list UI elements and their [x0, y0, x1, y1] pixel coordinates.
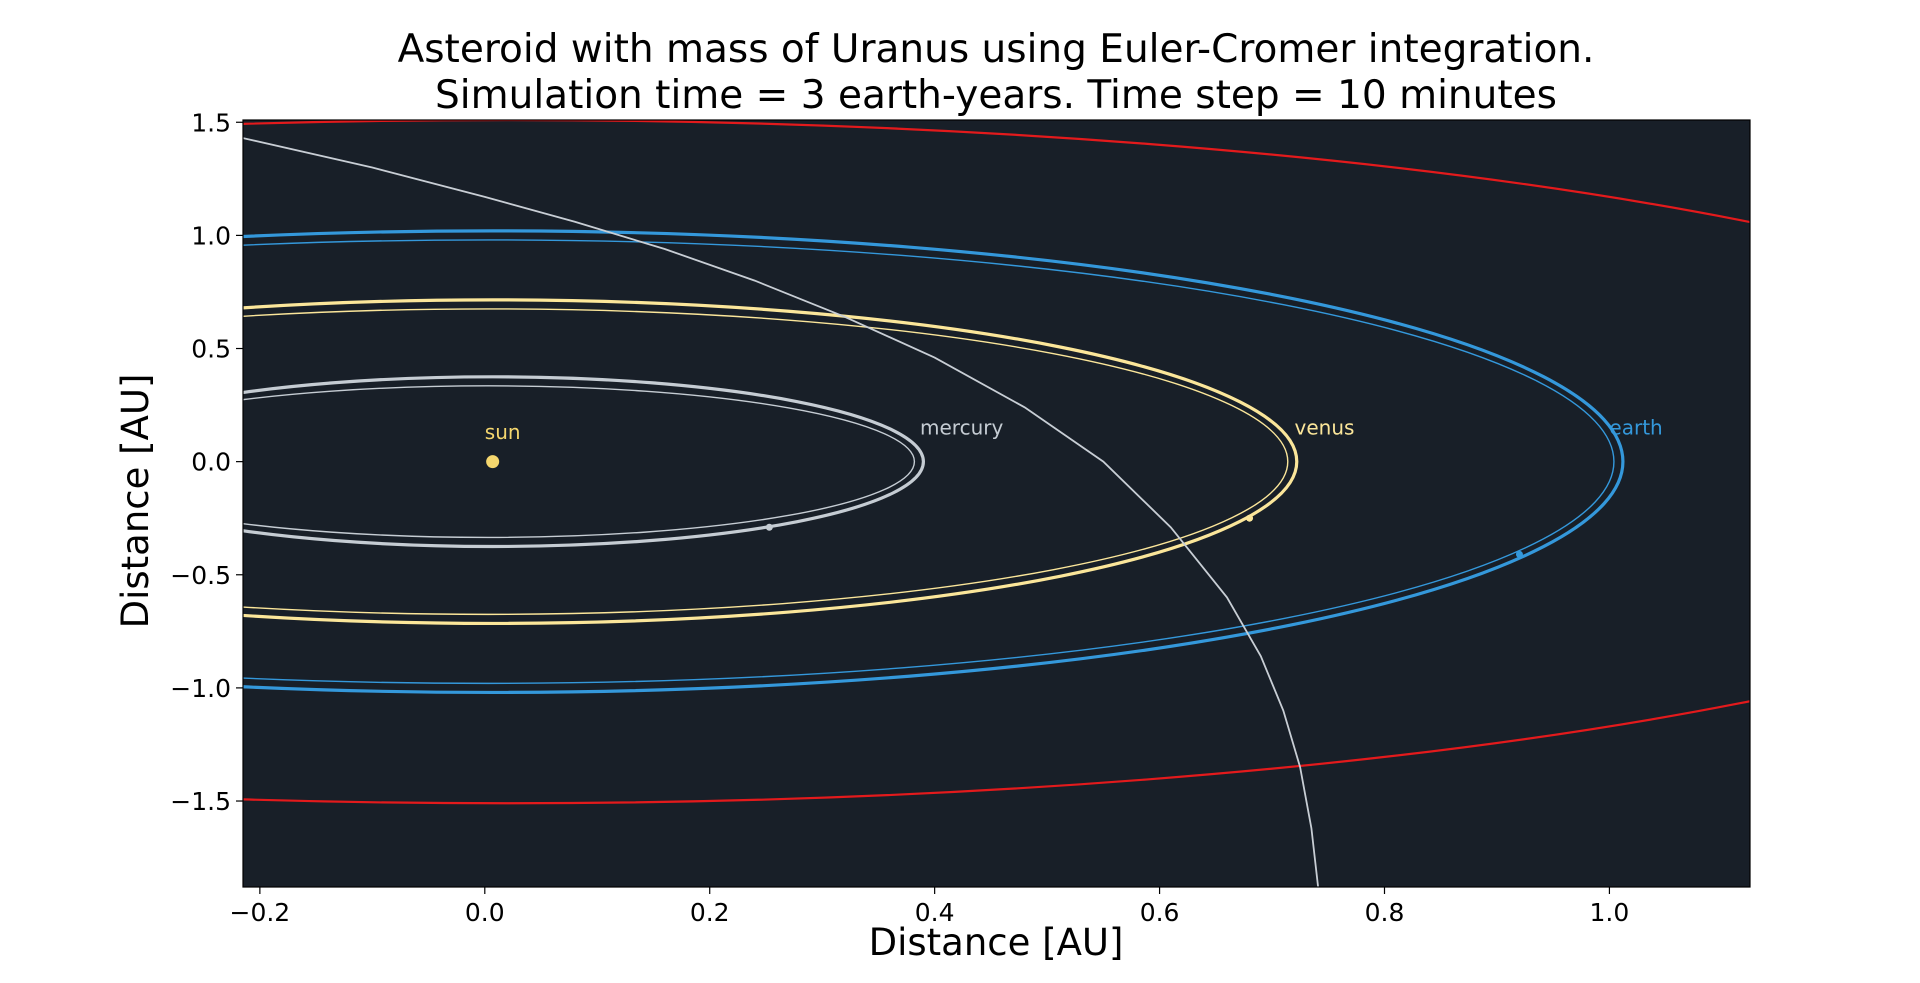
mercury-label: mercury [920, 415, 1003, 439]
plot-background [243, 120, 1750, 887]
y-tick-label: 0.0 [191, 448, 231, 477]
chart-title: Asteroid with mass of Uranus using Euler… [398, 27, 1595, 72]
chart-subtitle: Simulation time = 3 earth-years. Time st… [435, 73, 1557, 118]
x-tick-label: 0.4 [915, 898, 955, 927]
plot-area: sun mercury venus earth [243, 120, 1750, 887]
plot-content: sun mercury venus earth [243, 120, 1750, 887]
earth-marker [1515, 550, 1523, 558]
sun-label: sun [485, 420, 521, 444]
x-axis-label: Distance [AU] [869, 921, 1124, 964]
earth-orbit [243, 229, 1625, 694]
venus-orbit-inner [243, 308, 1289, 616]
x-tick-label: −0.2 [230, 898, 291, 927]
mercury-orbit-inner [243, 385, 915, 539]
y-tick-label: −1.0 [170, 674, 231, 703]
earth-orbit-inner [243, 239, 1615, 685]
venus-marker [1246, 514, 1254, 522]
venus-orbit [243, 298, 1299, 625]
y-tick-label: 1.0 [191, 221, 231, 250]
outer-orbit [243, 120, 1750, 805]
y-axis-label: Distance [AU] [114, 374, 157, 629]
venus-label: venus [1295, 415, 1355, 439]
x-tick-label: 0.6 [1140, 898, 1180, 927]
asteroid-path [243, 137, 1319, 887]
earth-label: earth [1609, 415, 1662, 439]
mercury-marker [765, 523, 773, 531]
x-tick-label: 0.2 [690, 898, 730, 927]
sun-marker [486, 455, 500, 469]
y-tick-label: 0.5 [191, 335, 231, 364]
axis-ticks: −0.2 0.0 0.2 0.4 0.6 0.8 1.0 1.5 1.0 0.5 0.0 −0.5 −1… [170, 108, 1751, 927]
x-tick-label: 0.0 [465, 898, 505, 927]
x-tick-label: 1.0 [1590, 898, 1630, 927]
y-tick-label: −1.5 [170, 787, 231, 816]
x-tick-label: 0.8 [1365, 898, 1405, 927]
y-tick-label: −0.5 [170, 561, 231, 590]
y-tick-label: 1.5 [191, 108, 231, 137]
mercury-orbit [243, 375, 925, 549]
plot-frame [242, 119, 1751, 888]
